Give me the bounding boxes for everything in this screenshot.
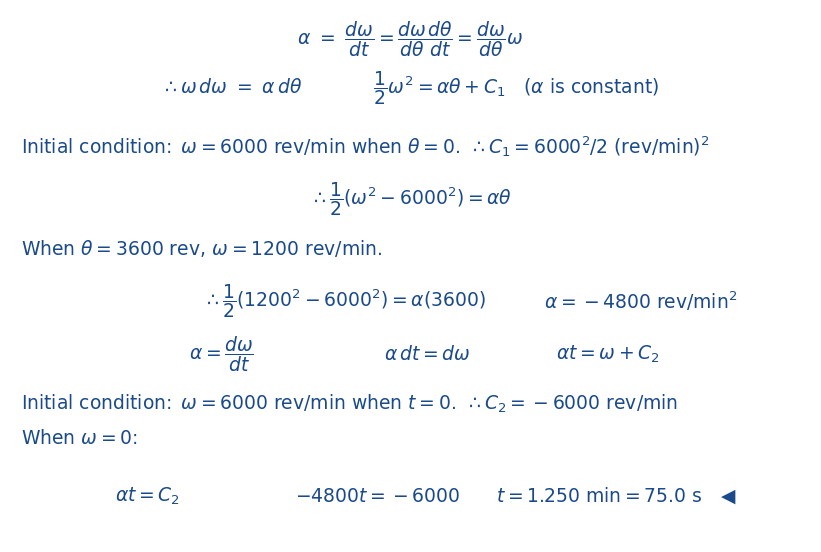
Text: $\text{When }\omega = 0\text{:}$: $\text{When }\omega = 0\text{:}$: [21, 429, 137, 448]
Text: $\alpha \ = \ \dfrac{d\omega}{dt} = \dfrac{d\omega}{d\theta}\dfrac{d\theta}{dt} : $\alpha \ = \ \dfrac{d\omega}{dt} = \dfr…: [297, 19, 524, 59]
Text: $\blacktriangleleft$: $\blacktriangleleft$: [717, 487, 736, 506]
Text: $\text{Initial condition: }\, \omega = 6000 \text{ rev/min when } t = 0. \;\ther: $\text{Initial condition: }\, \omega = 6…: [21, 393, 677, 415]
Text: $\alpha t = C_2$: $\alpha t = C_2$: [115, 486, 181, 507]
Text: $t = 1.250 \text{ min} = 75.0 \text{ s}$: $t = 1.250 \text{ min} = 75.0 \text{ s}$: [497, 487, 702, 506]
Text: $-4800t = -6000$: $-4800t = -6000$: [295, 487, 461, 506]
Text: $\text{When }\theta = 3600 \text{ rev},\, \omega = 1200 \text{ rev/min.}$: $\text{When }\theta = 3600 \text{ rev},\…: [21, 238, 382, 259]
Text: $\alpha = \dfrac{d\omega}{dt}$: $\alpha = \dfrac{d\omega}{dt}$: [189, 335, 255, 374]
Text: $\text{Initial condition: }\, \omega = 6000 \text{ rev/min when } \theta = 0. \;: $\text{Initial condition: }\, \omega = 6…: [21, 134, 709, 158]
Text: $\alpha\, dt = d\omega$: $\alpha\, dt = d\omega$: [383, 345, 470, 364]
Text: $\alpha t = \omega + C_2$: $\alpha t = \omega + C_2$: [556, 344, 659, 365]
Text: $\therefore \dfrac{1}{2}(\omega^2 - 6000^2) = \alpha\theta$: $\therefore \dfrac{1}{2}(\omega^2 - 6000…: [310, 180, 511, 217]
Text: $\therefore \omega\, d\omega \ = \ \alpha\, d\theta \qquad\qquad \dfrac{1}{2}\om: $\therefore \omega\, d\omega \ = \ \alph…: [162, 70, 659, 107]
Text: $\therefore \dfrac{1}{2}(1200^2 - 6000^2) = \alpha(3600)$: $\therefore \dfrac{1}{2}(1200^2 - 6000^2…: [204, 282, 486, 320]
Text: $\alpha = -4800 \text{ rev/min}^2$: $\alpha = -4800 \text{ rev/min}^2$: [544, 289, 737, 312]
